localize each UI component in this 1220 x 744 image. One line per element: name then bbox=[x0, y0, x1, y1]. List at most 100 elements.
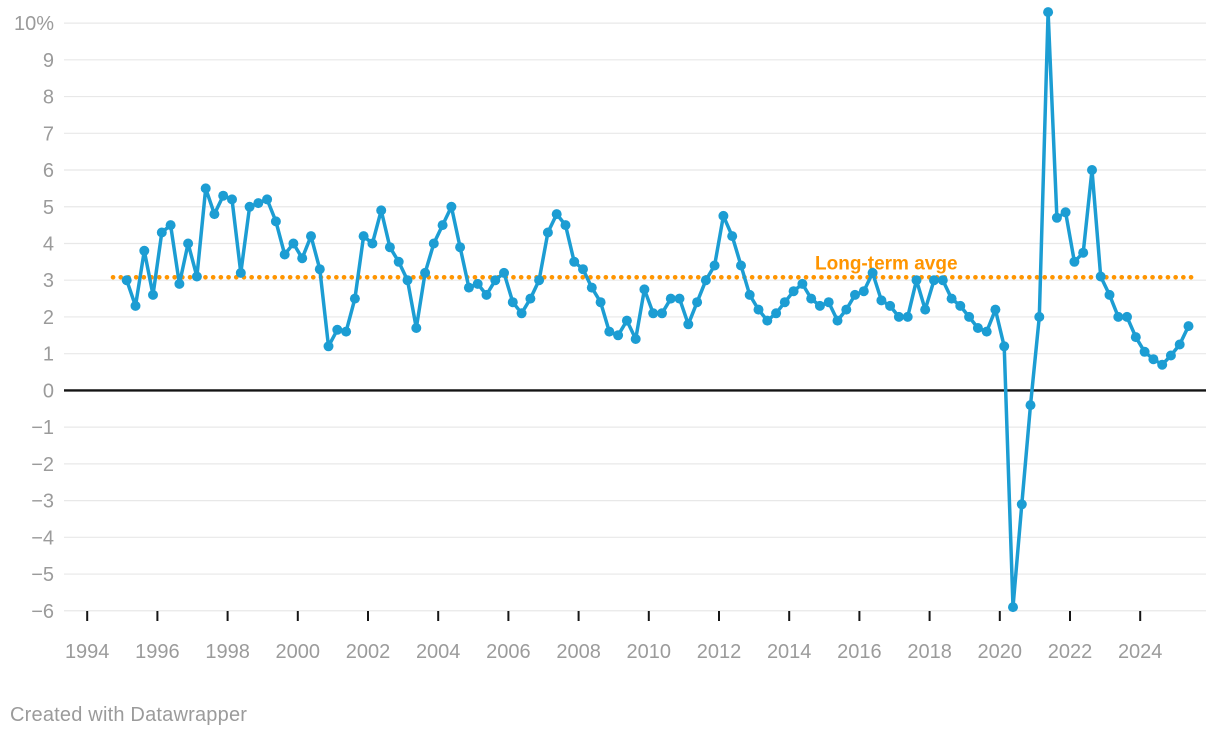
data-point[interactable] bbox=[648, 308, 659, 319]
data-point[interactable] bbox=[1060, 207, 1071, 218]
data-point[interactable] bbox=[218, 190, 229, 201]
data-point[interactable] bbox=[665, 293, 676, 304]
data-point[interactable] bbox=[1174, 339, 1185, 350]
data-point[interactable] bbox=[595, 297, 606, 308]
data-point[interactable] bbox=[709, 260, 720, 271]
data-point[interactable] bbox=[235, 267, 246, 278]
data-point[interactable] bbox=[999, 341, 1010, 352]
data-point[interactable] bbox=[534, 275, 545, 286]
data-point[interactable] bbox=[823, 297, 834, 308]
data-point[interactable] bbox=[130, 300, 141, 311]
data-point[interactable] bbox=[200, 183, 211, 194]
data-point[interactable] bbox=[1034, 311, 1045, 322]
data-point[interactable] bbox=[1008, 602, 1018, 613]
data-point[interactable] bbox=[209, 209, 220, 220]
data-point[interactable] bbox=[972, 323, 983, 333]
data-point[interactable] bbox=[700, 275, 711, 286]
data-point[interactable] bbox=[165, 220, 176, 231]
data-point[interactable] bbox=[902, 311, 913, 322]
data-point[interactable] bbox=[788, 286, 799, 297]
data-point[interactable] bbox=[1165, 350, 1176, 361]
data-point[interactable] bbox=[542, 227, 553, 238]
data-point[interactable] bbox=[148, 289, 158, 300]
data-point[interactable] bbox=[858, 286, 869, 297]
data-point[interactable] bbox=[920, 304, 931, 315]
data-point[interactable] bbox=[455, 242, 466, 253]
data-point[interactable] bbox=[156, 227, 167, 238]
data-point[interactable] bbox=[893, 311, 904, 322]
data-point[interactable] bbox=[911, 275, 922, 286]
data-point[interactable] bbox=[306, 231, 316, 242]
data-point[interactable] bbox=[946, 293, 957, 304]
data-point[interactable] bbox=[578, 264, 588, 275]
data-point[interactable] bbox=[472, 278, 483, 289]
data-point[interactable] bbox=[183, 238, 194, 249]
data-point[interactable] bbox=[639, 284, 650, 295]
data-point[interactable] bbox=[551, 209, 562, 220]
data-point[interactable] bbox=[736, 260, 746, 271]
data-point[interactable] bbox=[683, 319, 694, 330]
data-point[interactable] bbox=[314, 264, 325, 275]
data-point[interactable] bbox=[1025, 400, 1036, 411]
data-point[interactable] bbox=[753, 304, 764, 315]
data-point[interactable] bbox=[955, 300, 966, 311]
data-point[interactable] bbox=[1104, 289, 1115, 300]
data-point[interactable] bbox=[876, 295, 887, 306]
data-point[interactable] bbox=[288, 238, 299, 249]
data-point[interactable] bbox=[174, 278, 185, 289]
data-point[interactable] bbox=[1016, 499, 1027, 510]
data-point[interactable] bbox=[569, 256, 580, 267]
data-point[interactable] bbox=[244, 201, 255, 212]
data-point[interactable] bbox=[402, 275, 413, 286]
data-point[interactable] bbox=[832, 315, 843, 326]
data-point[interactable] bbox=[867, 267, 878, 278]
data-point[interactable] bbox=[692, 297, 703, 308]
data-point[interactable] bbox=[560, 220, 571, 231]
data-point[interactable] bbox=[279, 249, 290, 260]
data-point[interactable] bbox=[850, 289, 860, 300]
data-point[interactable] bbox=[771, 308, 782, 319]
data-point[interactable] bbox=[1130, 332, 1141, 343]
data-point[interactable] bbox=[437, 220, 448, 231]
data-point[interactable] bbox=[779, 297, 790, 308]
data-point[interactable] bbox=[507, 297, 518, 308]
data-point[interactable] bbox=[1051, 212, 1062, 223]
data-point[interactable] bbox=[463, 282, 474, 293]
data-point[interactable] bbox=[420, 267, 431, 278]
data-point[interactable] bbox=[674, 293, 685, 304]
data-point[interactable] bbox=[411, 323, 422, 333]
data-point[interactable] bbox=[744, 289, 755, 300]
data-point[interactable] bbox=[604, 326, 615, 337]
data-point[interactable] bbox=[1113, 311, 1124, 322]
data-point[interactable] bbox=[762, 315, 773, 326]
data-point[interactable] bbox=[297, 253, 308, 264]
data-point[interactable] bbox=[718, 210, 729, 221]
data-point[interactable] bbox=[270, 216, 281, 227]
data-point[interactable] bbox=[349, 293, 360, 304]
data-point[interactable] bbox=[384, 242, 395, 253]
data-point[interactable] bbox=[367, 238, 378, 249]
data-point[interactable] bbox=[358, 231, 369, 242]
data-point[interactable] bbox=[139, 245, 150, 256]
data-point[interactable] bbox=[262, 194, 273, 205]
data-point[interactable] bbox=[1122, 311, 1132, 322]
data-point[interactable] bbox=[341, 326, 352, 337]
data-point[interactable] bbox=[121, 275, 132, 286]
data-point[interactable] bbox=[727, 231, 738, 242]
data-point[interactable] bbox=[428, 238, 439, 249]
data-point[interactable] bbox=[613, 330, 624, 341]
data-point[interactable] bbox=[929, 275, 939, 286]
data-point[interactable] bbox=[446, 201, 457, 212]
data-point[interactable] bbox=[630, 334, 641, 344]
data-point[interactable] bbox=[885, 300, 896, 311]
data-point[interactable] bbox=[516, 308, 527, 319]
data-point[interactable] bbox=[937, 275, 948, 286]
data-point[interactable] bbox=[227, 194, 237, 205]
data-point[interactable] bbox=[964, 311, 975, 322]
data-point[interactable] bbox=[1148, 354, 1159, 365]
data-point[interactable] bbox=[621, 315, 632, 326]
data-point[interactable] bbox=[499, 267, 509, 278]
data-point[interactable] bbox=[490, 275, 501, 286]
